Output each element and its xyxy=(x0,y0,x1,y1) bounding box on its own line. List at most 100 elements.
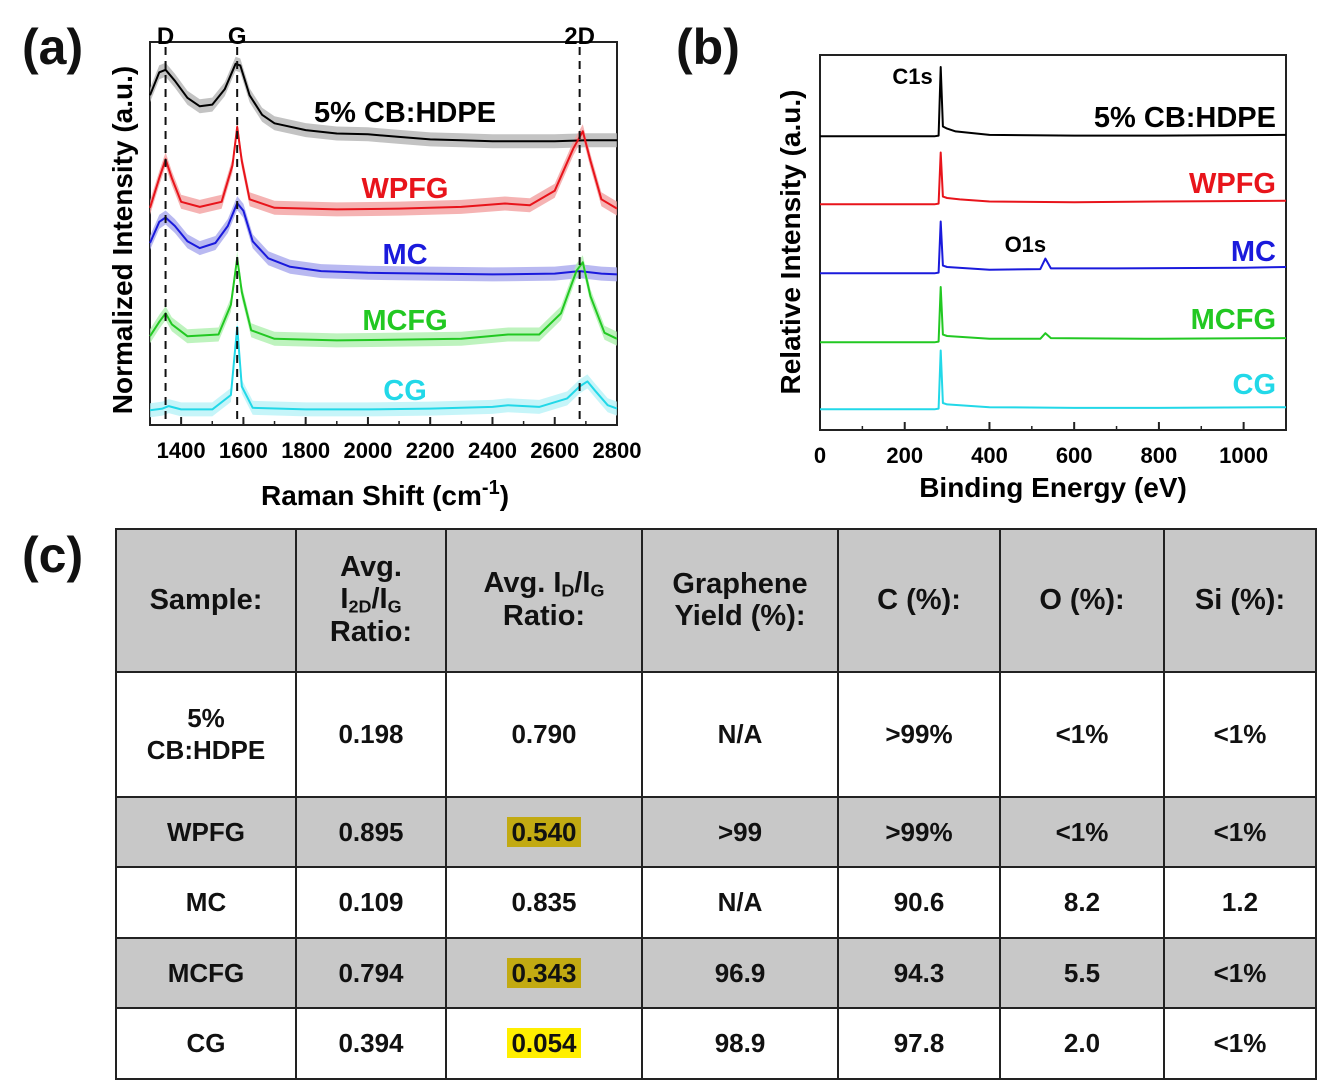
results-table: Sample: Avg. I2D/IG Ratio: Avg. ID/IG Ra… xyxy=(115,527,1317,1080)
annotation-o1s: O1s xyxy=(1005,232,1047,257)
x-tick-label: 0 xyxy=(814,443,826,468)
peak-label-2d: 2D xyxy=(564,23,595,50)
series-line-mc xyxy=(820,220,1287,275)
highlighted-value: 0.054 xyxy=(507,1028,581,1059)
x-tick-label: 2800 xyxy=(593,438,642,463)
cell-i2d-ig: 0.394 xyxy=(295,1007,447,1080)
cell-sample: WPFG xyxy=(115,795,297,869)
series-line-cg xyxy=(149,326,618,412)
series-label-wpfg: WPFG xyxy=(362,173,449,205)
header-sample: Sample: xyxy=(115,527,297,674)
header-graphene-yield: Graphene Yield (%): xyxy=(641,527,839,674)
series-line-mcfg xyxy=(149,257,618,342)
cell-id-ig: 0.343 xyxy=(445,936,643,1010)
raman-x-axis-label: Raman Shift (cm-1) xyxy=(261,477,509,511)
cell-oxygen: 5.5 xyxy=(999,936,1165,1010)
x-tick-label: 600 xyxy=(1056,443,1093,468)
x-tick-label: 2000 xyxy=(343,438,392,463)
series-label-mc: MC xyxy=(1231,236,1276,268)
panel-label-b: (b) xyxy=(676,19,740,75)
cell-carbon: >99% xyxy=(837,795,1001,869)
cell-silicon: <1% xyxy=(1163,936,1317,1010)
cell-id-ig: 0.835 xyxy=(445,866,643,939)
table-row: 5% CB:HDPE 0.198 0.790 N/A >99% <1% <1% xyxy=(115,671,1317,798)
series-line-wpfg xyxy=(820,151,1287,206)
cell-yield: >99 xyxy=(641,795,839,869)
header-i2d-ig: Avg. I2D/IG Ratio: xyxy=(295,527,447,674)
x-tick-label: 1000 xyxy=(1219,443,1268,468)
cell-silicon: <1% xyxy=(1163,1007,1317,1080)
table-row: MC 0.109 0.835 N/A 90.6 8.2 1.2 xyxy=(115,866,1317,939)
panel-label-c: (c) xyxy=(22,527,84,583)
cell-id-ig: 0.790 xyxy=(445,671,643,798)
panel-label-a: (a) xyxy=(22,19,84,75)
cell-i2d-ig: 0.895 xyxy=(295,795,447,869)
series-label-mc: MC xyxy=(382,239,427,271)
band-5-cb-hdpe xyxy=(150,56,617,149)
cell-carbon: 97.8 xyxy=(837,1007,1001,1080)
x-tick-label: 2200 xyxy=(406,438,455,463)
series-label-cg: CG xyxy=(383,375,427,407)
xps-y-axis-label: Relative Intensity (a.u.) xyxy=(775,90,806,395)
peak-label-d: D xyxy=(157,23,174,50)
x-tick-label: 200 xyxy=(886,443,923,468)
series-label-wpfg: WPFG xyxy=(1189,168,1276,200)
figure-charts: 5% CB:HDPE WPFG MC MCFG CG D G 2D 1400 1600 1800… xyxy=(107,23,1287,511)
header-carbon: C (%): xyxy=(837,527,1001,674)
header-silicon: Si (%): xyxy=(1163,527,1317,674)
header-oxygen: O (%): xyxy=(999,527,1165,674)
cell-carbon: 90.6 xyxy=(837,866,1001,939)
series-line-cg xyxy=(820,349,1287,411)
table-header-row: Sample: Avg. I2D/IG Ratio: Avg. ID/IG Ra… xyxy=(115,527,1317,674)
cell-oxygen: <1% xyxy=(999,795,1165,869)
raman-chart: 5% CB:HDPE WPFG MC MCFG CG D G 2D 1400 1600 1800… xyxy=(107,23,641,511)
cell-id-ig: 0.540 xyxy=(445,795,643,869)
series-label-mcfg: MCFG xyxy=(1191,304,1276,336)
table-row: WPFG 0.895 0.540 >99 >99% <1% <1% xyxy=(115,795,1317,869)
raman-y-axis-label: Normalized Intensity (a.u.) xyxy=(107,66,138,415)
cell-silicon: <1% xyxy=(1163,795,1317,869)
xps-x-axis-label: Binding Energy (eV) xyxy=(919,472,1187,503)
x-tick-label: 1400 xyxy=(157,438,206,463)
highlighted-value: 0.540 xyxy=(507,816,581,847)
cell-yield: 98.9 xyxy=(641,1007,839,1080)
cell-yield: N/A xyxy=(641,866,839,939)
cell-i2d-ig: 0.198 xyxy=(295,671,447,798)
x-tick-label: 400 xyxy=(971,443,1008,468)
table-row: CG 0.394 0.054 98.9 97.8 2.0 <1% xyxy=(115,1007,1317,1080)
peak-label-g: G xyxy=(228,23,247,50)
table-row: MCFG 0.794 0.343 96.9 94.3 5.5 <1% xyxy=(115,936,1317,1010)
series-line-wpfg xyxy=(149,126,618,211)
highlighted-value: 0.343 xyxy=(507,957,581,988)
series-line-5-cb-hdpe xyxy=(149,62,617,143)
series-label-cg: CG xyxy=(1233,369,1277,401)
band-cg xyxy=(150,320,617,418)
cell-yield: N/A xyxy=(641,671,839,798)
cell-oxygen: 8.2 xyxy=(999,866,1165,939)
cell-sample: MC xyxy=(115,866,297,939)
cell-id-ig: 0.054 xyxy=(445,1007,643,1080)
series-label-5-cb-hdpe: 5% CB:HDPE xyxy=(1094,102,1276,134)
header-id-ig: Avg. ID/IG Ratio: xyxy=(445,527,643,674)
series-line-5-cb-hdpe xyxy=(820,66,1287,138)
cell-i2d-ig: 0.109 xyxy=(295,866,447,939)
xps-chart: 5% CB:HDPE WPFG MC MCFG CG C1s O1s 0 200 400 600 8… xyxy=(775,54,1287,503)
cell-yield: 96.9 xyxy=(641,936,839,1010)
cell-sample: CG xyxy=(115,1007,297,1080)
cell-oxygen: 2.0 xyxy=(999,1007,1165,1080)
cell-carbon: 94.3 xyxy=(837,936,1001,1010)
cell-i2d-ig: 0.794 xyxy=(295,936,447,1010)
series-line-mc xyxy=(149,202,618,276)
x-tick-label: 1800 xyxy=(281,438,330,463)
annotation-c1s: C1s xyxy=(892,64,932,89)
x-tick-label: 2600 xyxy=(530,438,579,463)
x-tick-label: 2400 xyxy=(468,438,517,463)
x-tick-label: 800 xyxy=(1141,443,1178,468)
cell-oxygen: <1% xyxy=(999,671,1165,798)
cell-silicon: <1% xyxy=(1163,671,1317,798)
series-label-mcfg: MCFG xyxy=(362,305,447,337)
cell-silicon: 1.2 xyxy=(1163,866,1317,939)
cell-sample: MCFG xyxy=(115,936,297,1010)
cell-sample: 5% CB:HDPE xyxy=(115,671,297,798)
cell-carbon: >99% xyxy=(837,671,1001,798)
